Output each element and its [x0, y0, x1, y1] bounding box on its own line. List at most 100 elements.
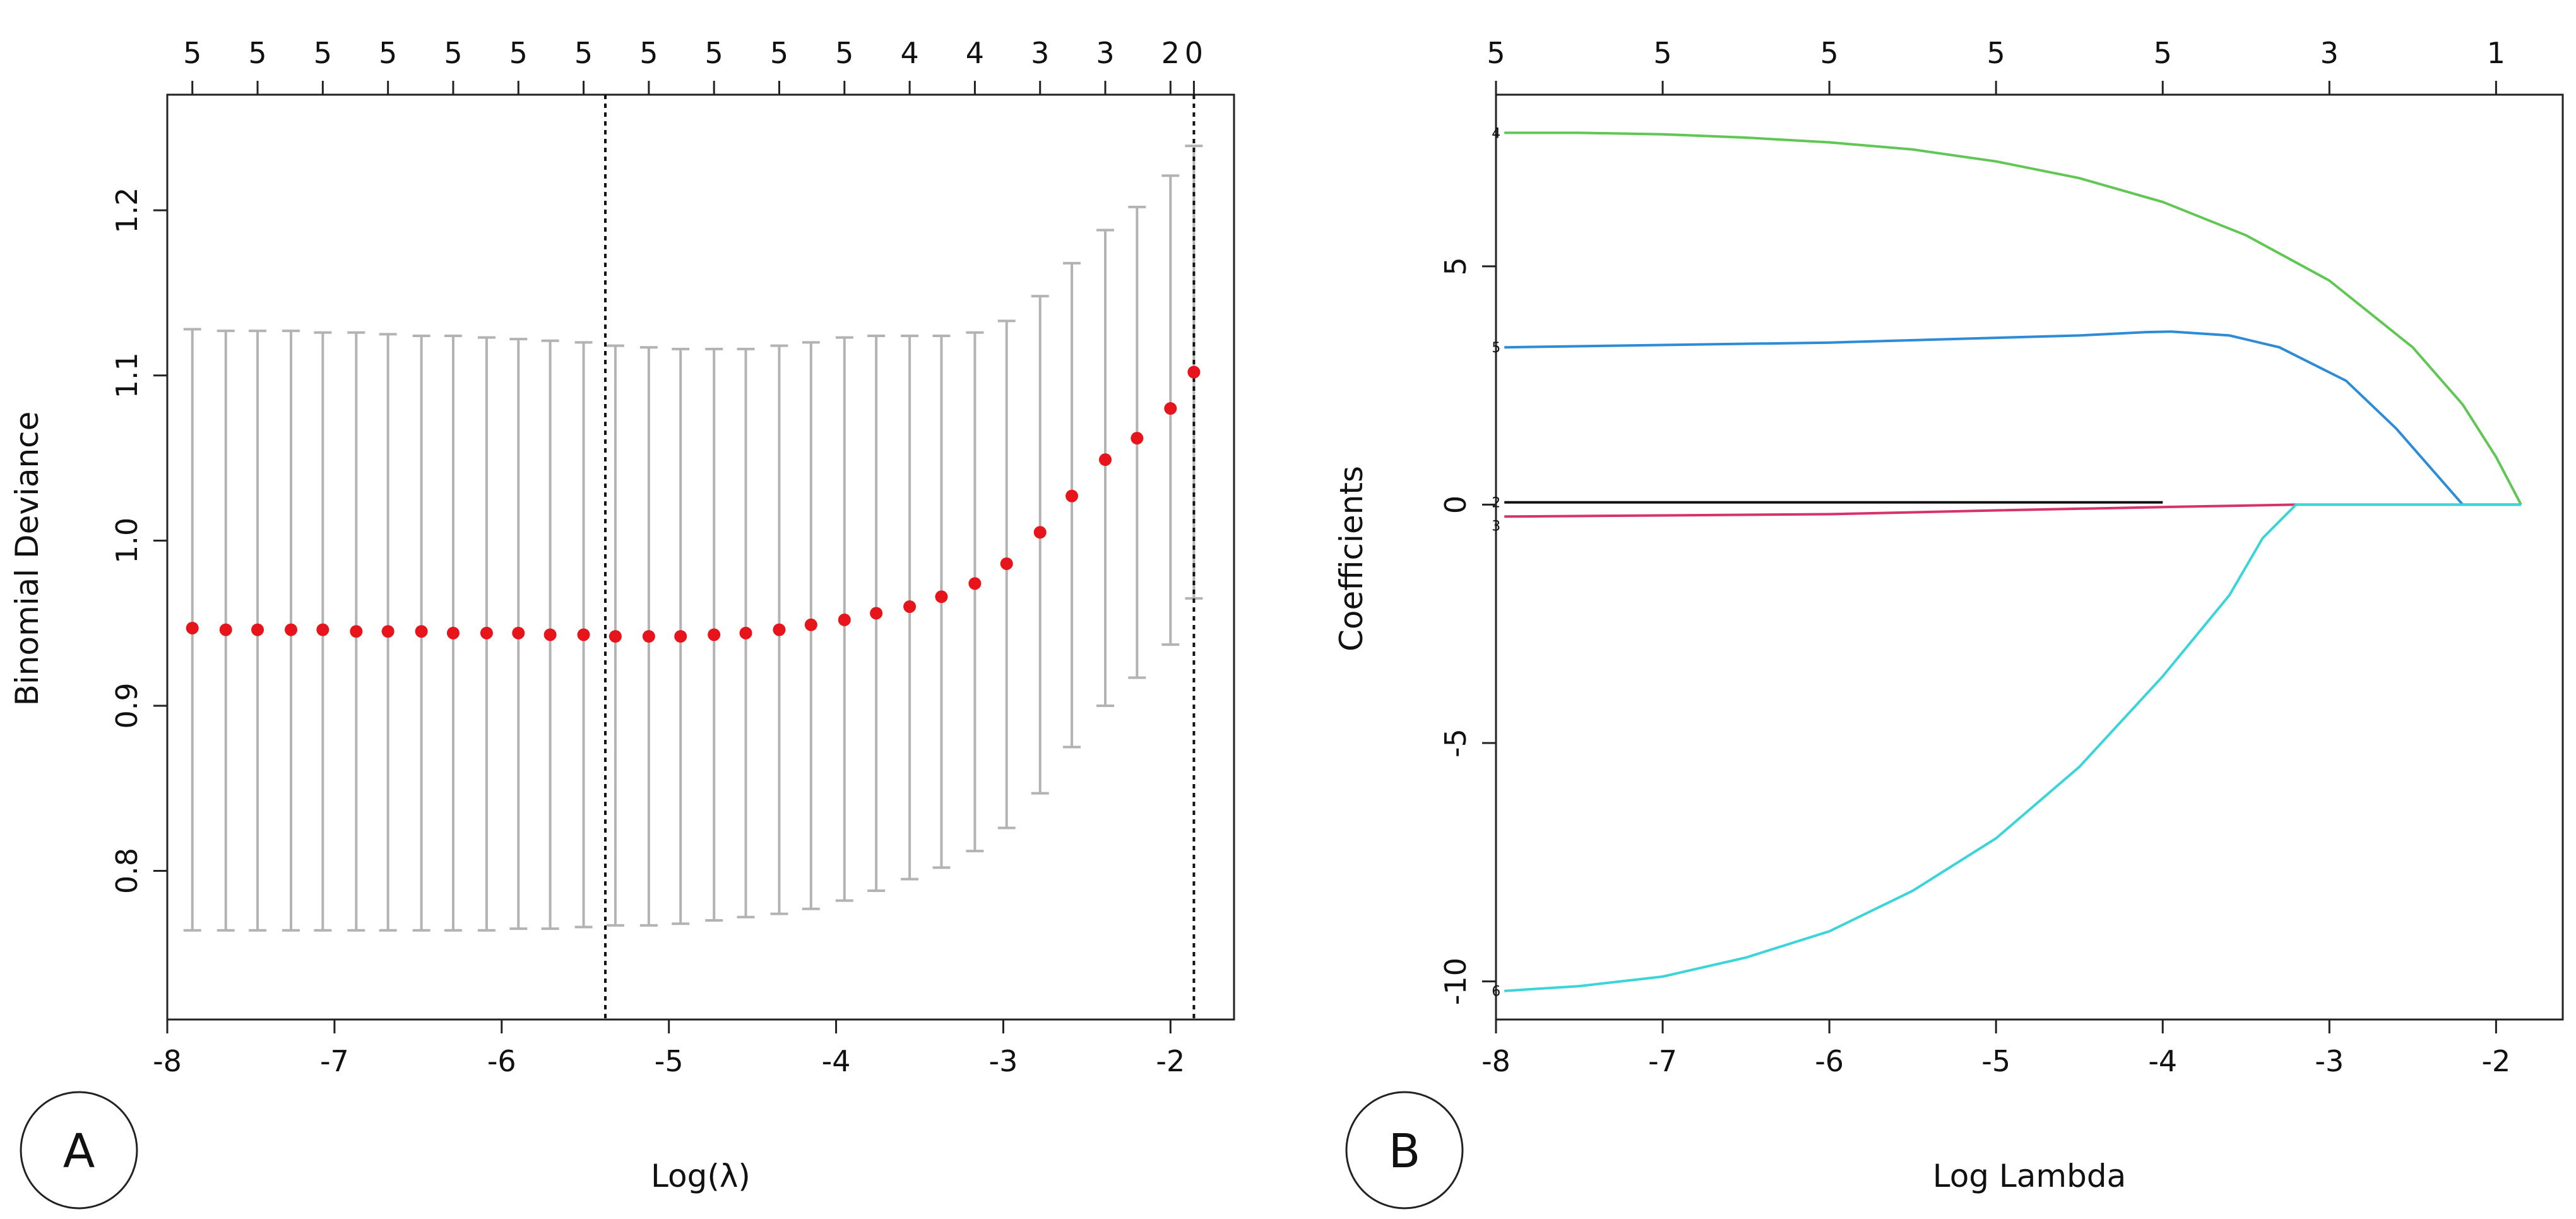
panel-b-top-tick-label: 1 [2487, 36, 2505, 70]
panel-b-line-label-6: 6 [1492, 984, 1500, 1000]
panel-a-deviance-point [251, 623, 264, 636]
panel-a-deviance-point [1131, 432, 1144, 445]
panel-b-y-tick-label: 0 [1439, 496, 1473, 514]
panel-b-line-label-3: 3 [1492, 518, 1500, 534]
panel-b-top-tick-label: 5 [1987, 36, 2005, 70]
panel-b-x-tick-label: -7 [1648, 1044, 1677, 1078]
panel-a-y-axis-label: Binomial Deviance [9, 412, 45, 706]
panel-b-top-tick-label: 5 [2154, 36, 2172, 70]
panel-a-x-tick-label: -4 [822, 1044, 851, 1078]
panel-a-top-tick-label: 5 [183, 36, 201, 70]
panel-b-coefficient-line-6 [1504, 503, 2521, 992]
panel-b-top-tick-label: 5 [1653, 36, 1671, 70]
panel-a-deviance-point [512, 626, 525, 639]
panel-a-deviance-point [219, 623, 232, 636]
panel-a-top-tick-label: 4 [900, 36, 918, 70]
panel-a-top-tick-label: 5 [770, 36, 788, 70]
panel-a-deviance-point [285, 623, 298, 636]
panel-a-deviance-point [415, 625, 428, 638]
panel-a-deviance-point [838, 613, 851, 626]
panel-b-coefficient-line-5 [1504, 330, 2521, 506]
panel-a-top-tick-label: 4 [966, 36, 984, 70]
panel-a-deviance-point [350, 625, 363, 638]
panel-a-deviance-point [543, 628, 557, 641]
panel-a-y-tick-label: 0.8 [110, 848, 144, 894]
panel-b-line-label-4: 4 [1492, 126, 1500, 141]
panel-a-top-tick-label: 5 [314, 36, 332, 70]
panel-a-x-tick-label: -6 [487, 1044, 516, 1078]
panel-a-plot-frame [166, 93, 1235, 1021]
panel-b-y-tick-label: 5 [1439, 257, 1473, 275]
panel-b-line-labels: 2 3 4 5 6 [1492, 126, 1500, 999]
panel-a-deviance-point [773, 623, 786, 636]
panel-a-top-tick-label: 5 [574, 36, 593, 70]
panel-b-x-tick-label: -2 [2481, 1044, 2510, 1078]
panel-a-top-tick-label: 5 [248, 36, 266, 70]
panel-a-top-tick-label: 5 [705, 36, 723, 70]
panel-a-deviance-point [935, 590, 948, 604]
panel-a-deviance-point [1000, 557, 1013, 570]
panel-b-coefficient-lines [1504, 131, 2522, 992]
panel-a-deviance-point [708, 628, 721, 641]
panel-a-deviance-point [1099, 453, 1112, 467]
panel-a-top-tick-label: 3 [1031, 36, 1049, 70]
panel-a-top-tick-label: 5 [444, 36, 462, 70]
panel-a-y-tick-label: 0.9 [110, 682, 144, 728]
panel-a-top-tick-label: 3 [1096, 36, 1114, 70]
panel-a-deviance-point [642, 630, 655, 643]
panel-a-deviance-point [1065, 489, 1079, 502]
panel-a-deviance-point [446, 626, 460, 639]
panel-b-x-tick-label: -8 [1481, 1044, 1511, 1078]
panel-b-letter: B [1389, 1124, 1421, 1179]
panel-a-deviance-point [870, 607, 883, 620]
panel-b-top-tick-label: 5 [1820, 36, 1838, 70]
panel-a-deviance-points [186, 366, 1201, 643]
panel-a-letter: A [63, 1124, 95, 1179]
panel-a-y-tick-label: 1.0 [110, 518, 144, 564]
panel-a-x-tick-label: -5 [655, 1044, 684, 1078]
panel-a-deviance-point [381, 625, 395, 638]
panel-a-y-tick-label: 1.2 [110, 187, 144, 234]
panel-a-deviance-point [1187, 366, 1201, 379]
panel-a-deviance-point [1033, 526, 1047, 539]
panel-a-top-tick-label: 5 [379, 36, 397, 70]
panel-a-x-tick-label: -8 [153, 1044, 182, 1078]
panel-a-deviance-point [316, 623, 329, 636]
panel-b-coefficient-path-plot: 2 3 4 5 6 -8 -7 -6 -5 -4 -3 -2 -10 -5 0 5 5 5 5 5 5 3 1 Log L… [1333, 36, 2564, 1210]
panel-a-x-tick-label: -3 [989, 1044, 1018, 1078]
panel-a-deviance-point [480, 626, 493, 639]
panel-b-x-axis-label: Log Lambda [1933, 1158, 2127, 1194]
panel-a-deviance-point [608, 630, 622, 643]
panel-a-deviance-point [968, 577, 982, 590]
panel-a-deviance-point [804, 618, 817, 631]
panel-a-deviance-point [577, 628, 590, 641]
panel-a-x-tick-label: -7 [320, 1044, 349, 1078]
panel-a-top-tick-label: 5 [835, 36, 853, 70]
panel-b-line-label-2: 2 [1492, 496, 1500, 511]
panel-a-deviance-plot: -8 -7 -6 -5 -4 -3 -2 0.8 0.9 1.0 1.1 1.2 5 5 5 5 5 5 5 5 5 5 5… [9, 36, 1235, 1210]
panel-a-deviance-point [186, 621, 199, 634]
panel-b-plot-frame [1495, 93, 2564, 1021]
panel-b-axes: -8 -7 -6 -5 -4 -3 -2 -10 -5 0 5 5 5 5 5 5 3 1 [1439, 36, 2510, 1078]
panel-a-top-tick-label: 5 [509, 36, 528, 70]
panel-b-y-axis-label: Coefficients [1333, 466, 1370, 651]
panel-b-coefficient-line-4 [1504, 131, 2522, 506]
panel-a-x-tick-label: -2 [1156, 1044, 1185, 1078]
panel-a-axes: -8 -7 -6 -5 -4 -3 -2 0.8 0.9 1.0 1.1 1.2 5 5 5 5 5 5 5 5 5 5 5… [110, 36, 1203, 1078]
panel-a-y-tick-label: 1.1 [110, 352, 144, 398]
panel-b-x-tick-label: -6 [1815, 1044, 1844, 1078]
panel-b-x-tick-label: -5 [1981, 1044, 2010, 1078]
panel-b-letter-circle [1345, 1091, 1464, 1210]
panel-b-x-tick-label: -4 [2148, 1044, 2177, 1078]
panel-a-deviance-point [739, 626, 752, 639]
panel-b-line-label-5: 5 [1492, 340, 1500, 356]
panel-a-deviance-point [903, 600, 917, 613]
panel-a-deviance-point [1164, 402, 1177, 415]
panel-a-reference-lines [604, 95, 1196, 1020]
panel-a-top-tick-label: 0 [1185, 36, 1203, 70]
panel-b-x-tick-label: -3 [2315, 1044, 2344, 1078]
panel-b-coefficient-line-3 [1504, 503, 2521, 518]
panel-a-error-bars [183, 145, 1203, 932]
panel-a-deviance-point [674, 630, 687, 643]
